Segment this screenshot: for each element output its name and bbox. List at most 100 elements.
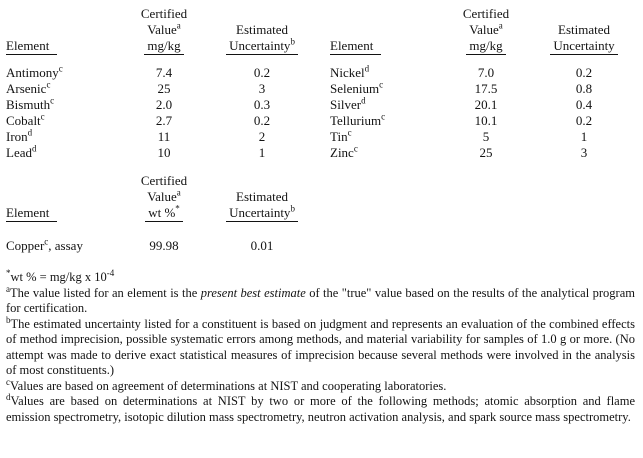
element-cell: Silverd [330, 95, 366, 112]
unit-header: wt %* [118, 203, 210, 222]
element-cell: Antimonyc [6, 63, 63, 80]
uncertainty-cell: 1 [258, 145, 266, 160]
footnotes-section: *wt % = mg/kg x 10-4 aThe value listed f… [6, 267, 637, 425]
footnote-a: aThe value listed for an element is the … [6, 283, 635, 315]
header-row: Element wt %* Uncertaintyb [6, 203, 314, 222]
element-cell: Zincc [330, 143, 358, 160]
element-header: Element [6, 38, 118, 55]
footnote-marker: c [347, 127, 352, 138]
footnote-marker: d [364, 63, 370, 74]
uncertainty-cell: 0.01 [250, 238, 274, 253]
value-cell: 10 [157, 145, 171, 160]
certified-header: Certified [140, 173, 188, 188]
element-cell: Leadd [6, 143, 37, 160]
table-row: Nickeld 7.0 0.2 [330, 63, 636, 81]
table-row: Copperc, assay 99.98 0.01 [6, 236, 314, 254]
estimated-header: Estimated [236, 22, 288, 37]
table-row: Cobaltc 2.7 0.2 [6, 111, 314, 129]
footnote-c: cValues are based on agreement of determ… [6, 376, 447, 393]
table-row: Tinc 5 1 [330, 127, 636, 145]
uncertainty-cell: 0.2 [575, 113, 593, 128]
footnote-marker: c [46, 79, 51, 90]
table-copper-assay: Certified Valuea Estimated Element wt %*… [6, 173, 314, 254]
value-cell: 25 [479, 145, 493, 160]
footnote-marker: c [353, 143, 358, 154]
footnote-wtpct: *wt % = mg/kg x 10-4 [6, 267, 115, 284]
value-cell: 7.0 [477, 65, 495, 80]
uncertainty-header: Uncertainty [532, 38, 636, 55]
value-header: Valuea [147, 20, 181, 37]
value-cell: 7.4 [155, 65, 173, 80]
footnote-marker: c [379, 79, 384, 90]
table-elements-left: Certified Valuea Estimated Element mg/kg… [6, 6, 314, 161]
value-cell: 17.5 [474, 81, 498, 96]
uncertainty-cell: 0.8 [575, 81, 593, 96]
element-header: Element [6, 205, 118, 222]
footnote-marker: b [290, 36, 295, 47]
uncertainty-header: Uncertaintyb [210, 36, 314, 55]
table-row: Bismuthc 2.0 0.3 [6, 95, 314, 113]
element-cell: Seleniumc [330, 79, 384, 96]
footnote-b: bThe estimated uncertainty listed for a … [6, 314, 635, 377]
table-row: Leadd 10 1 [6, 143, 314, 161]
footnote-marker: d [361, 95, 366, 106]
footnote-marker: d [31, 143, 37, 154]
footnote-marker: c [58, 63, 63, 74]
unit-header: mg/kg [440, 38, 532, 55]
footnote-marker: d [6, 391, 11, 402]
header-row: Certified [6, 6, 314, 22]
header-row: Element mg/kg Uncertainty [330, 38, 636, 55]
table-row: Arsenicc 25 3 [6, 79, 314, 97]
footnote-marker: * [6, 267, 11, 278]
element-header: Element [330, 38, 440, 55]
value-cell: 2.7 [155, 113, 173, 128]
footnote-marker: a [6, 283, 10, 294]
footnote-marker: c [6, 376, 10, 387]
value-cell: 25 [157, 81, 171, 96]
top-tables: Certified Valuea Estimated Element mg/kg… [6, 6, 637, 161]
value-cell: 2.0 [155, 97, 173, 112]
certified-header: Certified [462, 6, 510, 21]
value-cell: 10.1 [474, 113, 498, 128]
footnote-marker: a [498, 20, 503, 31]
header-row: Certified [6, 173, 314, 189]
element-cell: Nickeld [330, 63, 370, 80]
table-row: Seleniumc 17.5 0.8 [330, 79, 636, 97]
table-row: Silverd 20.1 0.4 [330, 95, 636, 113]
footnote-marker: b [290, 203, 295, 214]
element-cell: Cobaltc [6, 111, 45, 128]
uncertainty-header: Uncertaintyb [210, 203, 314, 222]
table-row: Antimonyc 7.4 0.2 [6, 63, 314, 81]
header-row: Valuea Estimated [6, 20, 314, 38]
footnote-marker: a [176, 187, 181, 198]
footnote-marker: c [381, 111, 386, 122]
footnote-marker: c [40, 111, 45, 122]
value-cell: 11 [157, 129, 171, 144]
footnote-marker: a [176, 20, 181, 31]
value-header: Valuea [469, 20, 503, 37]
uncertainty-cell: 3 [258, 81, 266, 96]
unit-header: mg/kg [118, 38, 210, 55]
footnote-marker: d [27, 127, 33, 138]
uncertainty-cell: 2 [258, 129, 266, 144]
footnote-marker: b [6, 314, 11, 325]
header-row: Certified [330, 6, 636, 22]
element-cell: Copperc, assay [6, 236, 83, 253]
table-row: Telluriumc 10.1 0.2 [330, 111, 636, 129]
table-elements-right: Certified Valuea Estimated Element mg/kg… [330, 6, 636, 161]
footnote-marker: * [175, 203, 180, 214]
certified-header: Certified [140, 6, 188, 21]
uncertainty-cell: 1 [580, 129, 588, 144]
table-row: Zincc 25 3 [330, 143, 636, 161]
footnote-marker: c [50, 95, 55, 106]
footnote-d: dValues are based on determinations at N… [6, 391, 635, 424]
estimated-header: Estimated [236, 189, 288, 204]
header-row: Valuea Estimated [330, 20, 636, 38]
value-cell: 20.1 [474, 97, 498, 112]
element-cell: Arsenicc [6, 79, 51, 96]
header-row: Element mg/kg Uncertaintyb [6, 36, 314, 55]
uncertainty-cell: 0.2 [253, 65, 271, 80]
element-cell: Telluriumc [330, 111, 386, 128]
uncertainty-cell: 0.3 [253, 97, 271, 112]
uncertainty-cell: 0.4 [575, 97, 593, 112]
